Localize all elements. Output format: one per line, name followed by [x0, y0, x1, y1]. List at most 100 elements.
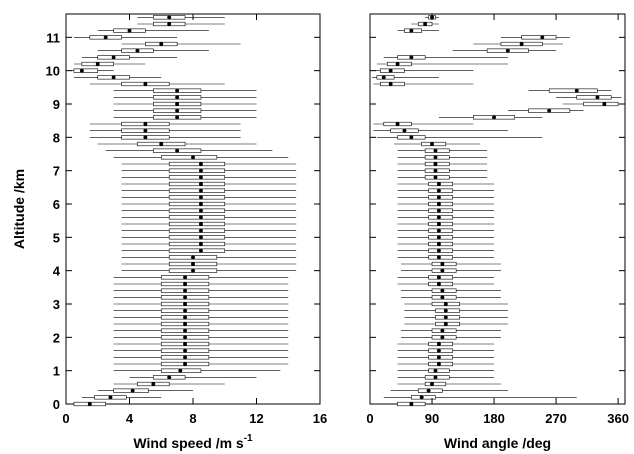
angle-median-4	[433, 375, 438, 380]
angle-median-49	[381, 75, 386, 80]
angle-median-5	[433, 368, 438, 373]
angle-median-44	[547, 108, 552, 113]
speed-box-23	[168, 248, 226, 253]
speed-ytick-label-8: 8	[53, 130, 60, 145]
speed-median-22	[190, 255, 195, 260]
speed-median-33	[198, 181, 203, 186]
angle-median-29	[436, 208, 441, 213]
angle-median-2	[426, 388, 431, 393]
angle-median-41	[402, 128, 407, 133]
speed-box-35	[168, 168, 226, 173]
angle-median-19	[436, 275, 441, 280]
speed-median-41	[143, 128, 148, 133]
angle-median-46	[595, 95, 600, 100]
speed-median-25	[198, 235, 203, 240]
speed-median-31	[198, 195, 203, 200]
angle-median-3	[430, 382, 435, 387]
angle-xtick-label-1: 90	[425, 411, 439, 426]
speed-ytick-label-9: 9	[53, 97, 60, 112]
speed-ytick-label-6: 6	[53, 197, 60, 212]
speed-ytick-label-2: 2	[53, 330, 60, 345]
angle-median-30	[436, 201, 441, 206]
angle-median-37	[433, 155, 438, 160]
speed-median-4	[167, 375, 172, 380]
speed-median-0	[87, 402, 92, 407]
angle-median-14	[443, 308, 448, 313]
speed-ytick-label-11: 11	[46, 30, 60, 45]
angle-median-52	[409, 55, 414, 60]
speed-median-27	[198, 221, 203, 226]
speed-median-26	[198, 228, 203, 233]
speed-median-42	[143, 121, 148, 126]
speed-median-38	[175, 148, 180, 153]
angle-xtick-label-4: 360	[607, 411, 629, 426]
speed-median-21	[190, 262, 195, 267]
speed-median-32	[198, 188, 203, 193]
speed-median-20	[190, 268, 195, 273]
angle-median-53	[505, 48, 510, 53]
angle-median-57	[423, 22, 428, 27]
speed-box-37	[160, 155, 218, 160]
speed-median-35	[198, 168, 203, 173]
speed-median-39	[159, 141, 164, 146]
speed-box-26	[168, 228, 226, 233]
angle-median-38	[433, 148, 438, 153]
speed-median-8	[183, 348, 188, 353]
angle-median-9	[436, 342, 441, 347]
angle-median-10	[440, 335, 445, 340]
angle-median-54	[519, 42, 524, 47]
speed-median-44	[175, 108, 180, 113]
speed-median-13	[183, 315, 188, 320]
speed-box-36	[168, 161, 226, 167]
angle-median-43	[492, 115, 497, 120]
speed-ytick-label-10: 10	[46, 64, 60, 79]
angle-median-6	[436, 362, 441, 367]
speed-median-15	[183, 302, 188, 307]
angle-xtick-label-2: 180	[483, 411, 505, 426]
speed-median-5	[178, 368, 183, 373]
speed-median-57	[167, 22, 172, 27]
angle-median-32	[436, 188, 441, 193]
angle-median-34	[433, 175, 438, 180]
angle-median-48	[388, 81, 393, 86]
angle-median-18	[436, 282, 441, 287]
speed-box-28	[168, 215, 226, 220]
speed-median-34	[198, 175, 203, 180]
angle-xaxis-label: Wind angle /deg	[444, 435, 551, 451]
speed-box-31	[168, 195, 226, 200]
angle-median-23	[436, 248, 441, 253]
speed-box-27	[168, 221, 226, 227]
angle-median-26	[436, 228, 441, 233]
angle-median-8	[436, 348, 441, 353]
speed-median-10	[183, 335, 188, 340]
speed-median-52	[111, 55, 116, 60]
speed-median-40	[143, 135, 148, 140]
speed-box-34	[168, 175, 226, 180]
speed-median-28	[198, 215, 203, 220]
angle-median-47	[574, 88, 579, 93]
angle-median-35	[433, 168, 438, 173]
speed-box-32	[168, 188, 226, 193]
speed-median-6	[183, 362, 188, 367]
speed-xaxis-label: Wind speed /m s-1	[133, 433, 253, 451]
angle-median-20	[440, 268, 445, 273]
speed-median-53	[135, 48, 140, 53]
angle-box-47	[548, 88, 598, 93]
angle-median-15	[443, 302, 448, 307]
angle-median-17	[440, 288, 445, 293]
speed-median-23	[198, 248, 203, 253]
speed-median-30	[198, 201, 203, 206]
angle-median-28	[436, 215, 441, 220]
speed-median-51	[95, 62, 100, 67]
speed-xtick-label-2: 8	[189, 411, 196, 426]
speed-median-16	[183, 295, 188, 300]
speed-xtick-label-1: 4	[126, 411, 134, 426]
speed-box-24	[168, 241, 226, 247]
speed-median-49	[111, 75, 116, 80]
speed-ytick-label-7: 7	[53, 164, 60, 179]
angle-median-39	[430, 141, 435, 146]
angle-median-36	[433, 161, 438, 166]
speed-median-45	[175, 101, 180, 106]
speed-median-58	[167, 15, 172, 20]
